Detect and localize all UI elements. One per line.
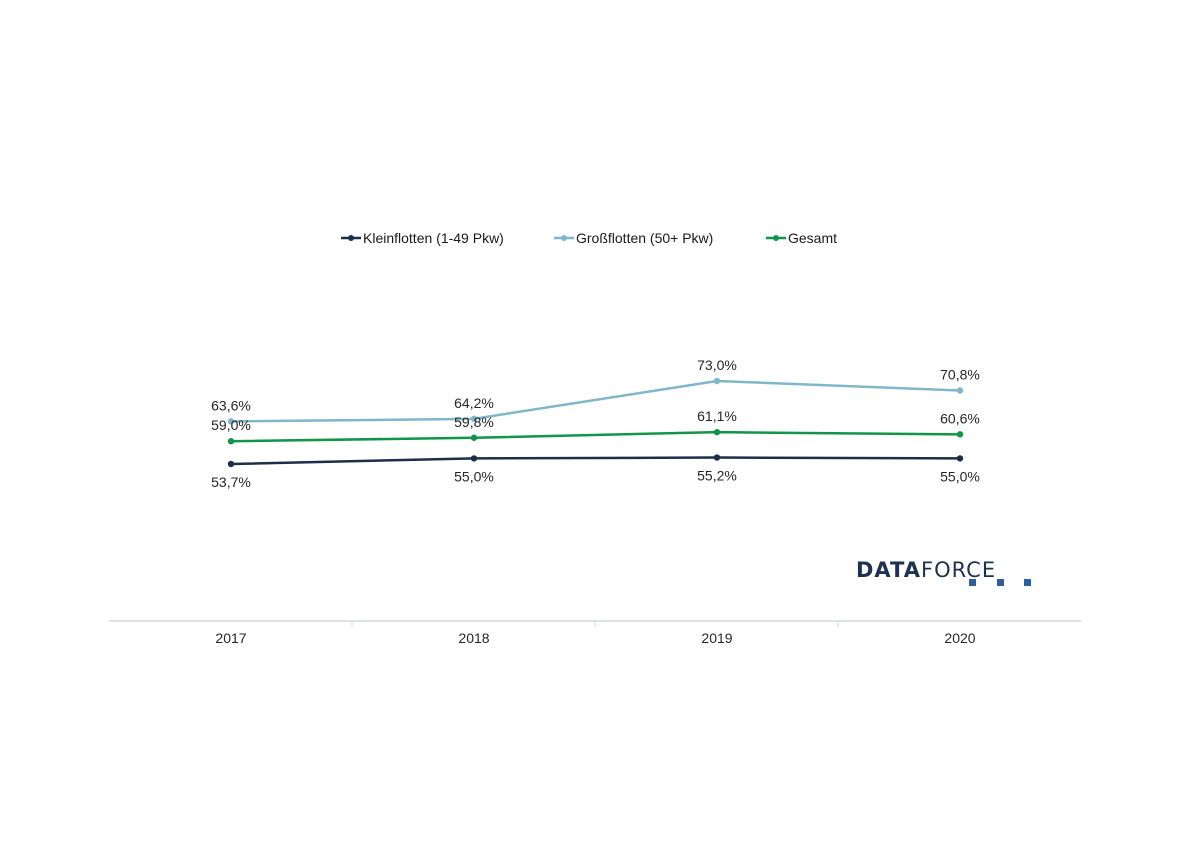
logo-square [997,579,1004,586]
data-label: 59,8% [454,414,494,430]
logo-text-regular: FORCE [921,558,997,582]
data-label: 73,0% [697,357,737,373]
data-label: 61,1% [697,408,737,424]
data-label: 63,6% [211,397,251,413]
data-point [956,431,964,438]
x-tick-label: 2019 [701,630,732,646]
data-label: 64,2% [454,395,494,411]
logo-text-bold: DATA [856,558,922,582]
legend-marker [773,235,779,241]
series-line [230,379,961,423]
chart-legend: Kleinflotten (1-49 Pkw) Großflotten (50+ … [341,230,837,246]
data-point [713,377,721,385]
data-label: 53,7% [211,474,251,490]
series-line [230,456,961,466]
legend-label: Gesamt [788,230,837,246]
data-point [470,415,478,423]
logo-square [1024,579,1031,586]
chart-series [227,377,964,468]
x-axis-tick-labels: 2017 2018 2019 2020 [215,630,975,646]
legend-marker [561,235,567,241]
data-point [713,454,721,461]
x-tick-label: 2020 [944,630,975,646]
data-point [227,418,235,425]
data-label: 59,0% [211,417,251,433]
x-tick-label: 2017 [215,630,246,646]
data-label: 60,6% [940,410,980,426]
legend-label: Großflotten (50+ Pkw) [576,230,713,246]
x-tick-label: 2018 [458,630,489,646]
data-point [956,387,964,394]
data-point [713,428,721,436]
dataforce-logo: DATAFORCE [856,558,1046,590]
data-point [227,460,235,468]
legend-marker [348,235,354,241]
logo-square [969,579,976,586]
legend-label: Kleinflotten (1-49 Pkw) [363,230,504,246]
data-label: 55,2% [697,468,737,484]
data-point [956,455,964,462]
data-label: 55,0% [454,468,494,484]
data-label: 70,8% [940,366,980,382]
data-labels: 53,7% 55,0% 55,2% 55,0% 63,6% 64,2% 73,0% 70,8%… [211,357,980,490]
series-line [230,430,961,443]
data-point [470,434,478,441]
data-point [470,455,478,462]
x-axis-ticks [351,621,839,627]
data-point [227,438,235,445]
data-label: 55,0% [940,468,980,484]
